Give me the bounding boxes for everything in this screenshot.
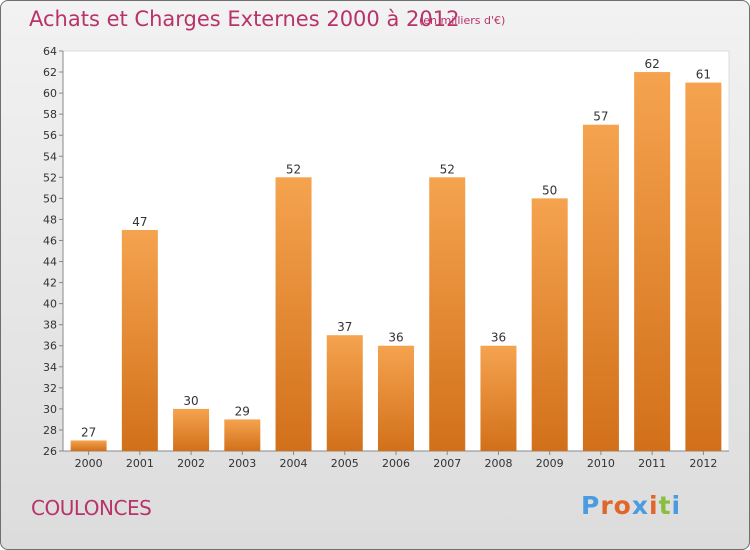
bar: [173, 408, 210, 451]
x-tick-label: 2001: [126, 457, 154, 470]
bar: [121, 229, 158, 451]
logo-letter: t: [658, 491, 672, 520]
bar: [634, 72, 671, 451]
bar: [582, 124, 619, 452]
data-label: 50: [542, 183, 557, 197]
x-tick-label: 2008: [484, 457, 512, 470]
logo-letter: r: [600, 491, 614, 520]
y-tick-label: 26: [43, 445, 57, 458]
x-tick-label: 2010: [587, 457, 615, 470]
data-label: 27: [81, 425, 96, 439]
bar: [685, 82, 722, 451]
y-tick-label: 30: [43, 403, 57, 416]
x-tick-label: 2003: [228, 457, 256, 470]
bar: [326, 335, 363, 451]
logo-letter: x: [631, 491, 649, 520]
y-tick-label: 60: [43, 87, 57, 100]
y-tick-label: 58: [43, 108, 57, 121]
bar: [275, 177, 312, 451]
data-label: 37: [337, 320, 352, 334]
y-tick-label: 42: [43, 277, 57, 290]
y-tick-label: 62: [43, 66, 57, 79]
logo-letter: i: [649, 491, 659, 520]
data-label: 47: [132, 215, 147, 229]
bar: [480, 345, 517, 451]
bar: [531, 198, 568, 451]
y-tick-label: 52: [43, 171, 57, 184]
x-tick-label: 2005: [331, 457, 359, 470]
x-tick-label: 2002: [177, 457, 205, 470]
data-label: 36: [491, 331, 506, 345]
proxiti-logo: Proxiti: [581, 491, 681, 520]
y-tick-label: 36: [43, 340, 57, 353]
bar: [429, 177, 466, 451]
data-label: 61: [696, 68, 711, 82]
data-label: 30: [183, 394, 198, 408]
y-tick-label: 44: [43, 256, 57, 269]
logo-letter: i: [671, 491, 682, 520]
y-tick-label: 32: [43, 382, 57, 395]
bar: [378, 345, 414, 451]
y-tick-label: 46: [43, 234, 57, 247]
y-tick-label: 48: [43, 213, 57, 226]
y-tick-label: 56: [43, 129, 57, 142]
y-tick-label: 54: [43, 150, 57, 163]
data-label: 62: [645, 57, 660, 71]
x-tick-label: 2004: [280, 457, 308, 470]
data-label: 52: [286, 162, 301, 176]
data-label: 36: [388, 331, 403, 345]
data-label: 52: [440, 162, 455, 176]
x-tick-label: 2007: [433, 457, 461, 470]
y-tick-label: 38: [43, 319, 57, 332]
y-tick-label: 40: [43, 298, 57, 311]
x-tick-label: 2009: [536, 457, 564, 470]
x-tick-label: 2006: [382, 457, 410, 470]
logo-letter: o: [613, 491, 632, 520]
x-tick-label: 2011: [638, 457, 666, 470]
chart-title: Achats et Charges Externes 2000 à 2012: [29, 7, 460, 31]
bar: [224, 419, 261, 451]
bar: [70, 440, 107, 451]
y-tick-label: 34: [43, 361, 57, 374]
y-tick-label: 50: [43, 192, 57, 205]
x-tick-label: 2000: [75, 457, 103, 470]
logo-letter: P: [581, 491, 601, 520]
data-label: 57: [593, 110, 608, 124]
data-label: 29: [235, 404, 250, 418]
chart-unit: (en milliers d'€): [419, 14, 506, 27]
commune-name: COULONCES: [31, 496, 152, 520]
y-tick-label: 64: [43, 45, 57, 58]
x-tick-label: 2012: [689, 457, 717, 470]
y-tick-label: 28: [43, 424, 57, 437]
